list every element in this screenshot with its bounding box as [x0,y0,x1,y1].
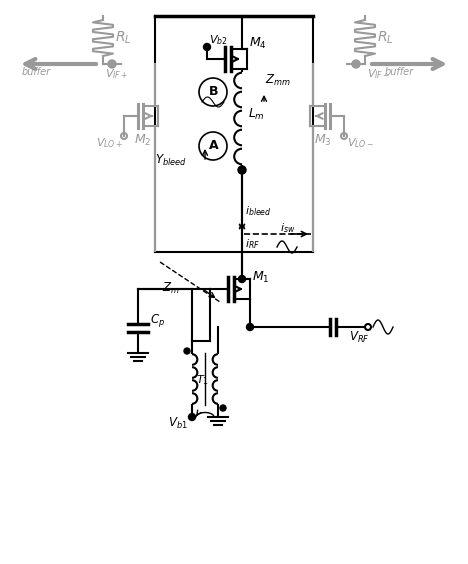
Circle shape [238,166,246,174]
Text: $R_L$: $R_L$ [377,30,394,46]
Text: $Y_{bleed}$: $Y_{bleed}$ [155,153,187,168]
Circle shape [239,275,246,283]
Circle shape [220,405,226,411]
Text: $M_1$: $M_1$ [252,270,270,285]
Text: $L_m$: $L_m$ [248,107,265,122]
Text: $M_3$: $M_3$ [314,133,332,148]
Text: $V_{LO-}$: $V_{LO-}$ [347,136,374,150]
Text: $T_1$: $T_1$ [196,373,209,387]
Circle shape [352,60,360,68]
Text: $V_{RF}$: $V_{RF}$ [349,330,370,345]
Circle shape [189,413,196,421]
Text: buffer: buffer [22,67,51,77]
Text: A: A [209,139,219,152]
Text: $V_{IF+}$: $V_{IF+}$ [105,67,129,81]
Text: $C_p$: $C_p$ [150,312,165,329]
Text: $i_{sw}$: $i_{sw}$ [280,221,295,235]
Text: B: B [209,85,219,98]
Text: $Z_{mm}$: $Z_{mm}$ [265,73,291,88]
Text: $Z_m$: $Z_m$ [162,281,180,296]
Circle shape [204,43,211,51]
Text: $V_{b1}$: $V_{b1}$ [168,416,188,431]
Text: buffer: buffer [385,67,414,77]
Text: $i_{RF}$: $i_{RF}$ [245,237,260,251]
Text: $V_{IF-}$: $V_{IF-}$ [367,67,390,81]
Text: $V_{b2}$: $V_{b2}$ [209,33,228,47]
Text: $V_{LO+}$: $V_{LO+}$ [96,136,123,150]
Text: $M_4$: $M_4$ [249,36,267,51]
Circle shape [184,348,190,354]
Circle shape [247,324,254,331]
Text: $R_L$: $R_L$ [115,30,132,46]
Text: $M_2$: $M_2$ [134,133,151,148]
Circle shape [108,60,116,68]
Text: $i_{bleed}$: $i_{bleed}$ [245,204,272,218]
